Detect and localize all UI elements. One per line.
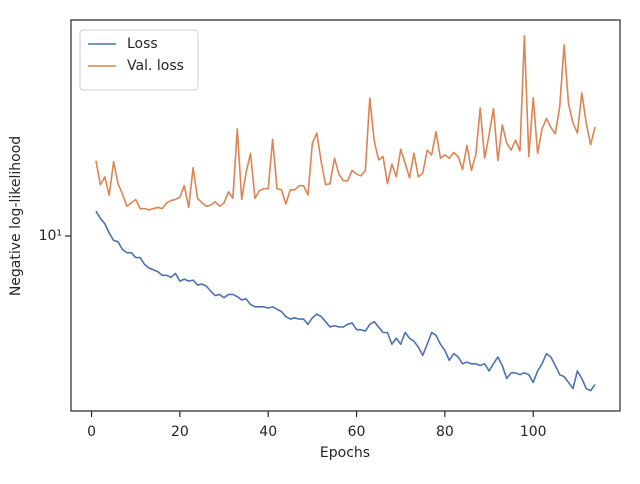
- legend-box: [79, 29, 199, 91]
- x-tick-label: 60: [348, 424, 366, 440]
- legend-label: Val. loss: [127, 58, 184, 74]
- legend-label: Loss: [127, 36, 158, 52]
- x-tick-label: 40: [259, 424, 277, 440]
- x-tick-label: 0: [87, 424, 96, 440]
- plot-frame: [70, 19, 621, 412]
- x-tick-label: 100: [520, 424, 547, 440]
- y-axis-label: Negative log-likelihood: [8, 136, 24, 296]
- y-tick-label: 10¹: [39, 228, 62, 244]
- line: [95, 34, 596, 211]
- x-tick-label: 80: [436, 424, 454, 440]
- line: [95, 210, 596, 392]
- legend: Loss Val. loss: [79, 29, 199, 91]
- x-tick-label: 20: [171, 424, 189, 440]
- x-axis-label: Epochs: [320, 445, 370, 461]
